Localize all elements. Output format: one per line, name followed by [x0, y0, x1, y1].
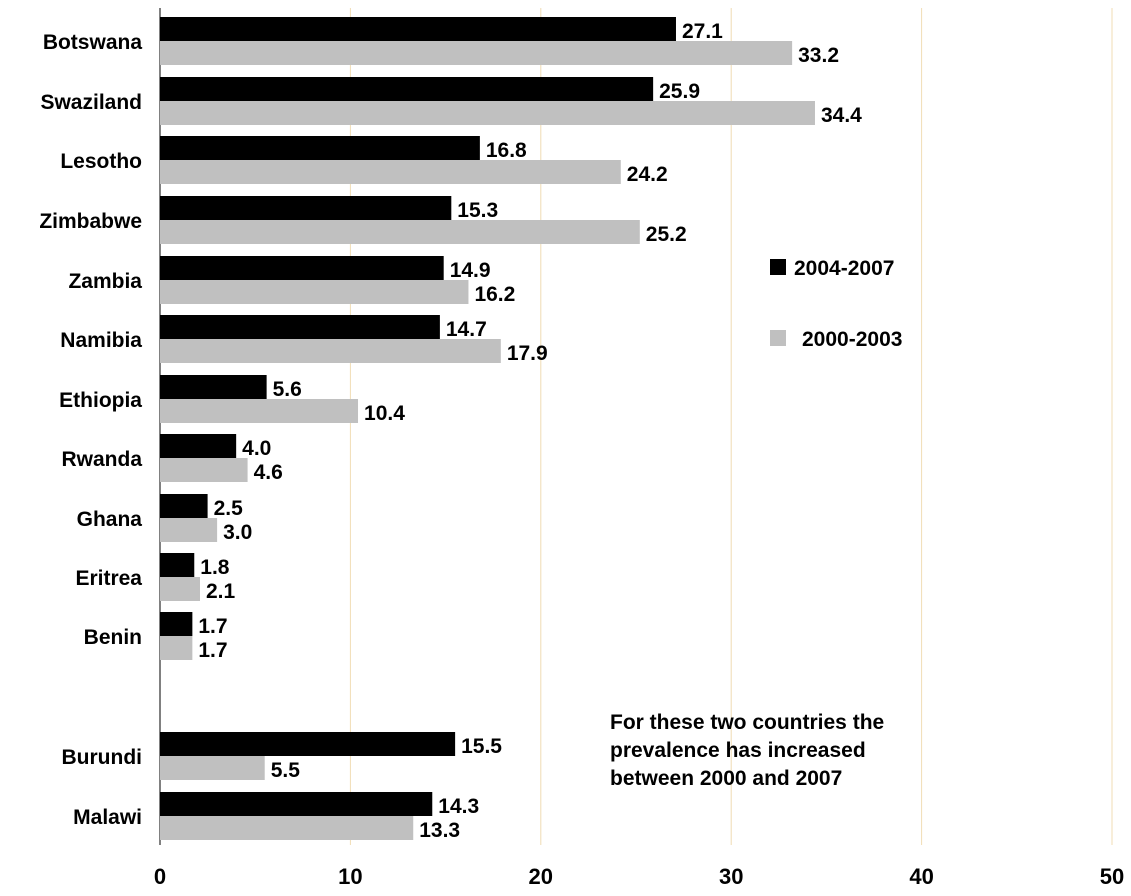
bar-ethiopia-2000-2003 [160, 399, 359, 423]
value-label-zimbabwe-2000-2003: 25.2 [646, 223, 687, 246]
annotation-line-3: between 2000 and 2007 [610, 767, 842, 790]
bar-burundi-2004-2007 [160, 732, 456, 756]
bar-namibia-2004-2007 [160, 315, 440, 339]
x-tick-label-50: 50 [1100, 864, 1124, 889]
value-label-namibia-2004-2007: 14.7 [446, 318, 487, 341]
bar-zimbabwe-2004-2007 [160, 196, 452, 220]
bar-namibia-2000-2003 [160, 339, 501, 363]
x-tick-label-40: 40 [909, 864, 933, 889]
value-label-lesotho-2000-2003: 24.2 [627, 163, 668, 186]
annotation-note: For these two countries the prevalence h… [610, 711, 884, 790]
value-label-ethiopia-2000-2003: 10.4 [364, 402, 405, 425]
bar-ghana-2004-2007 [160, 494, 208, 518]
value-label-swaziland-2000-2003: 34.4 [821, 104, 862, 127]
legend-label-2004-2007: 2004-2007 [794, 257, 894, 280]
category-label-burundi: Burundi [62, 746, 142, 769]
value-label-rwanda-2000-2003: 4.6 [254, 461, 283, 484]
bar-zambia-2004-2007 [160, 256, 444, 280]
bar-lesotho-2004-2007 [160, 136, 480, 160]
category-label-botswana: Botswana [43, 31, 143, 54]
category-label-eritrea: Eritrea [75, 567, 142, 590]
bar-malawi-2004-2007 [160, 792, 433, 816]
category-label-lesotho: Lesotho [60, 150, 142, 173]
x-tick-label-20: 20 [529, 864, 553, 889]
bar-rwanda-2000-2003 [160, 458, 248, 482]
x-tick-label-30: 30 [719, 864, 743, 889]
legend: 2004-2007 2000-2003 [770, 257, 902, 351]
bar-ethiopia-2004-2007 [160, 375, 267, 399]
bar-lesotho-2000-2003 [160, 160, 621, 184]
value-label-benin-2004-2007: 1.7 [198, 615, 227, 638]
bars [160, 17, 815, 840]
value-label-benin-2000-2003: 1.7 [198, 639, 227, 662]
value-label-eritrea-2004-2007: 1.8 [200, 556, 230, 579]
bar-botswana-2000-2003 [160, 41, 793, 65]
value-label-malawi-2000-2003: 13.3 [419, 819, 460, 842]
legend-swatch-2000-2003 [770, 330, 786, 346]
value-label-lesotho-2004-2007: 16.8 [486, 139, 527, 162]
category-label-namibia: Namibia [60, 329, 142, 352]
bar-swaziland-2000-2003 [160, 101, 815, 125]
bar-benin-2004-2007 [160, 612, 193, 636]
category-label-zimbabwe: Zimbabwe [39, 210, 142, 233]
legend-label-2000-2003: 2000-2003 [802, 328, 902, 351]
bar-eritrea-2004-2007 [160, 553, 195, 577]
value-label-malawi-2004-2007: 14.3 [438, 795, 479, 818]
value-label-ghana-2004-2007: 2.5 [214, 497, 244, 520]
value-label-rwanda-2004-2007: 4.0 [242, 437, 271, 460]
category-label-ethiopia: Ethiopia [59, 389, 142, 412]
value-label-burundi-2004-2007: 15.5 [461, 735, 502, 758]
bar-swaziland-2004-2007 [160, 77, 654, 101]
category-label-ghana: Ghana [77, 508, 143, 531]
bar-malawi-2000-2003 [160, 816, 414, 840]
value-label-zambia-2000-2003: 16.2 [474, 283, 515, 306]
bar-botswana-2004-2007 [160, 17, 676, 41]
bar-eritrea-2000-2003 [160, 577, 200, 601]
bar-zimbabwe-2000-2003 [160, 220, 640, 244]
value-label-eritrea-2000-2003: 2.1 [206, 580, 236, 603]
value-label-ghana-2000-2003: 3.0 [223, 521, 252, 544]
value-label-zambia-2004-2007: 14.9 [450, 259, 491, 282]
category-label-zambia: Zambia [68, 270, 142, 293]
bar-zambia-2000-2003 [160, 280, 469, 304]
labels: 0 10 20 30 40 50 27.1 33.2 Botswana 25.9 34.4 Swazi… [39, 20, 1124, 889]
value-label-swaziland-2004-2007: 25.9 [659, 80, 700, 103]
category-label-benin: Benin [84, 626, 142, 649]
x-tick-label-10: 10 [338, 864, 362, 889]
value-label-ethiopia-2004-2007: 5.6 [273, 378, 302, 401]
bar-burundi-2000-2003 [160, 756, 265, 780]
category-label-swaziland: Swaziland [40, 91, 142, 114]
annotation-line-2: prevalence has increased [610, 739, 866, 762]
bar-benin-2000-2003 [160, 636, 193, 660]
annotation-line-1: For these two countries the [610, 711, 884, 734]
value-label-burundi-2000-2003: 5.5 [271, 759, 301, 782]
category-label-malawi: Malawi [73, 806, 142, 829]
value-label-botswana-2004-2007: 27.1 [682, 20, 723, 43]
category-label-rwanda: Rwanda [61, 448, 142, 471]
legend-swatch-2004-2007 [770, 259, 786, 275]
bar-rwanda-2004-2007 [160, 434, 237, 458]
bar-ghana-2000-2003 [160, 518, 218, 542]
value-label-botswana-2000-2003: 33.2 [798, 44, 839, 67]
value-label-namibia-2000-2003: 17.9 [507, 342, 548, 365]
value-label-zimbabwe-2004-2007: 15.3 [457, 199, 498, 222]
x-tick-label-0: 0 [154, 864, 166, 889]
